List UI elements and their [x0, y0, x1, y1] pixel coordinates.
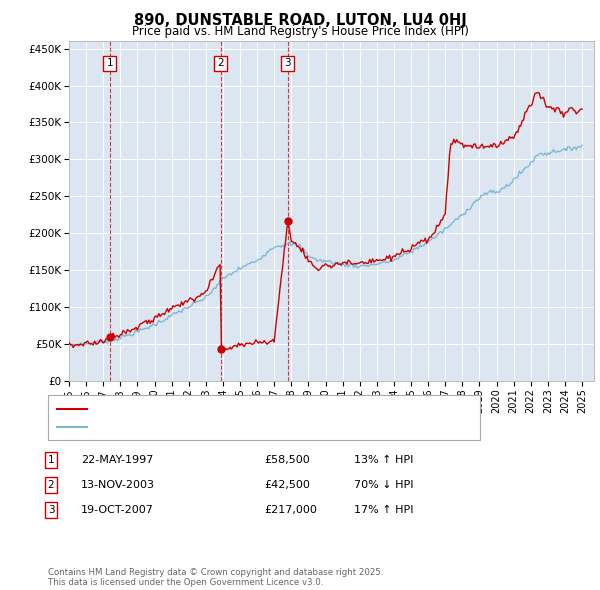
Text: 70% ↓ HPI: 70% ↓ HPI	[354, 480, 413, 490]
Text: £42,500: £42,500	[264, 480, 310, 490]
Text: 890, DUNSTABLE ROAD, LUTON, LU4 0HJ (semi-detached house): 890, DUNSTABLE ROAD, LUTON, LU4 0HJ (sem…	[92, 404, 425, 414]
Text: 3: 3	[284, 58, 291, 68]
Text: 2: 2	[47, 480, 55, 490]
Text: 1: 1	[47, 455, 55, 465]
Text: 13-NOV-2003: 13-NOV-2003	[81, 480, 155, 490]
Text: 890, DUNSTABLE ROAD, LUTON, LU4 0HJ: 890, DUNSTABLE ROAD, LUTON, LU4 0HJ	[134, 13, 466, 28]
Text: Contains HM Land Registry data © Crown copyright and database right 2025.
This d: Contains HM Land Registry data © Crown c…	[48, 568, 383, 587]
Text: 19-OCT-2007: 19-OCT-2007	[81, 505, 154, 514]
Text: HPI: Average price, semi-detached house, Luton: HPI: Average price, semi-detached house,…	[92, 422, 343, 432]
Text: 17% ↑ HPI: 17% ↑ HPI	[354, 505, 413, 514]
Text: 22-MAY-1997: 22-MAY-1997	[81, 455, 154, 465]
Text: 3: 3	[47, 505, 55, 514]
Text: 13% ↑ HPI: 13% ↑ HPI	[354, 455, 413, 465]
Text: £217,000: £217,000	[264, 505, 317, 514]
Text: 1: 1	[106, 58, 113, 68]
Text: £58,500: £58,500	[264, 455, 310, 465]
Text: Price paid vs. HM Land Registry's House Price Index (HPI): Price paid vs. HM Land Registry's House …	[131, 25, 469, 38]
Text: 2: 2	[217, 58, 224, 68]
